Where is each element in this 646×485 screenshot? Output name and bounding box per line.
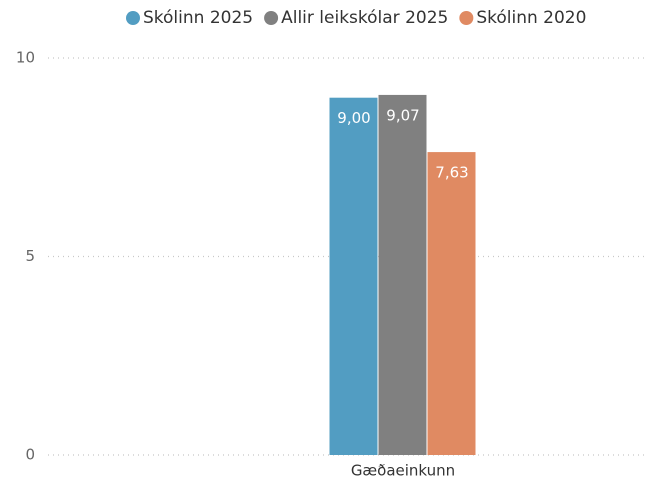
y-tick-label: 10: [16, 49, 35, 67]
y-tick-label: 0: [25, 446, 35, 464]
value-label: 7,63: [435, 164, 468, 182]
legend-marker: [264, 11, 279, 25]
legend-label: Skólinn 2020: [476, 8, 586, 28]
legend-label: Allir leikskólar 2025: [281, 8, 448, 28]
x-tick-label: Gæðaeinkunn: [351, 462, 455, 480]
value-label: 9,00: [337, 109, 370, 127]
bar: [329, 97, 378, 455]
bar: [378, 94, 427, 456]
y-tick-label: 5: [25, 247, 35, 265]
bar: [427, 152, 476, 456]
legend-marker: [459, 11, 474, 25]
legend-label: Skólinn 2025: [143, 8, 253, 28]
legend-marker: [126, 11, 140, 25]
value-label: 9,07: [386, 106, 419, 124]
